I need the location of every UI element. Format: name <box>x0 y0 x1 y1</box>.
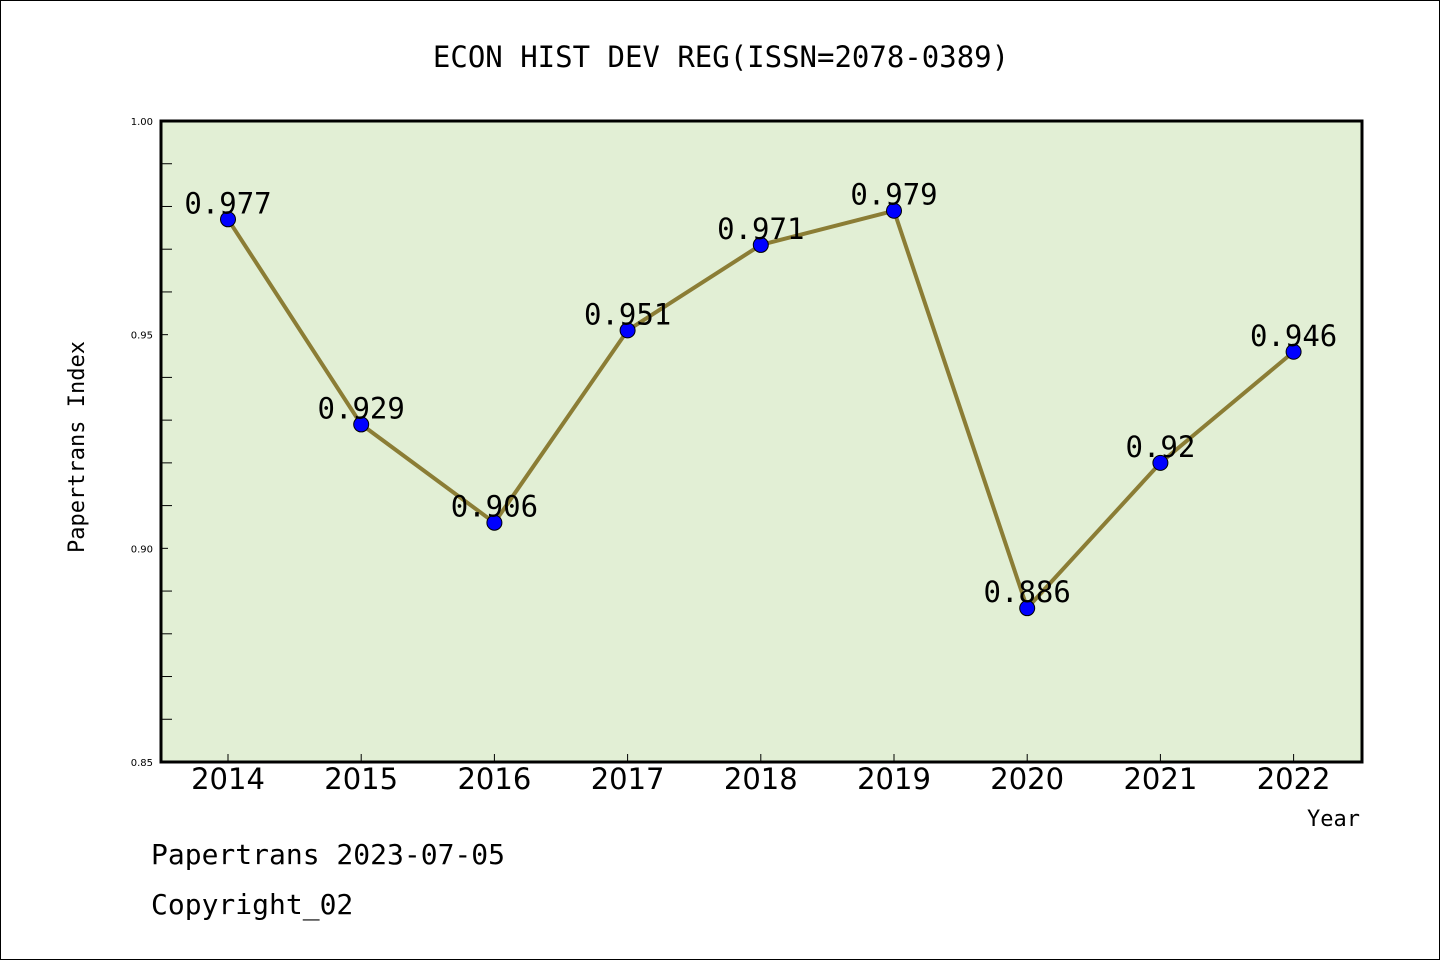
x-tick-label: 2015 <box>324 762 398 796</box>
footer-copyright-text: Copyright_02 <box>151 888 353 922</box>
x-axis-label: Year <box>1307 807 1360 832</box>
data-label: 0.886 <box>984 575 1071 609</box>
x-tick-label: 2014 <box>191 762 265 796</box>
x-tick-label: 2018 <box>724 762 798 796</box>
y-tick-label: 1.00 <box>131 117 153 128</box>
data-label: 0.929 <box>318 391 405 425</box>
data-point <box>220 211 236 228</box>
data-point <box>619 322 636 339</box>
plot-area <box>159 119 1364 764</box>
y-axis-label: Papertrans Index <box>65 341 90 553</box>
footer-date-text: Papertrans 2023-07-05 <box>151 838 505 871</box>
data-point <box>1152 454 1169 471</box>
data-label: 0.971 <box>717 212 804 246</box>
data-point <box>1019 600 1036 617</box>
data-label-group: 0.977 0.929 0.906 0.951 0.971 0.979 0.886 0.92 0… <box>184 178 1337 609</box>
y-tick-label: 0.95 <box>131 331 153 342</box>
y-tick-label: 0.85 <box>131 758 153 769</box>
data-label: 0.951 <box>584 297 671 331</box>
data-point <box>886 202 902 219</box>
data-label: 0.977 <box>184 186 271 220</box>
data-label: 0.92 <box>1125 430 1195 464</box>
x-tick-label: 2016 <box>457 762 531 796</box>
y-tick-label: 0.90 <box>131 544 153 555</box>
x-tick-label: 2017 <box>591 762 665 796</box>
x-tick-label: 2022 <box>1257 762 1331 796</box>
x-tick-label: 2021 <box>1123 762 1197 796</box>
data-point <box>1285 343 1302 360</box>
data-label: 0.906 <box>451 490 538 524</box>
x-tick-label: 2019 <box>857 762 931 796</box>
x-tick-label: 2020 <box>990 762 1064 796</box>
data-point <box>752 236 769 253</box>
y-axis: 0.85 0.90 0.95 1.00 <box>131 117 172 769</box>
data-label: 0.979 <box>850 178 937 212</box>
x-axis: 2014 2015 2016 2017 2018 2019 2020 2021 2022 <box>191 754 1331 796</box>
data-label: 0.946 <box>1250 319 1337 353</box>
chart-title: ECON HIST DEV REG(ISSN=2078-0389) <box>433 40 1009 74</box>
data-point <box>353 416 370 433</box>
series-line-group <box>220 202 1302 617</box>
data-point <box>486 514 503 531</box>
